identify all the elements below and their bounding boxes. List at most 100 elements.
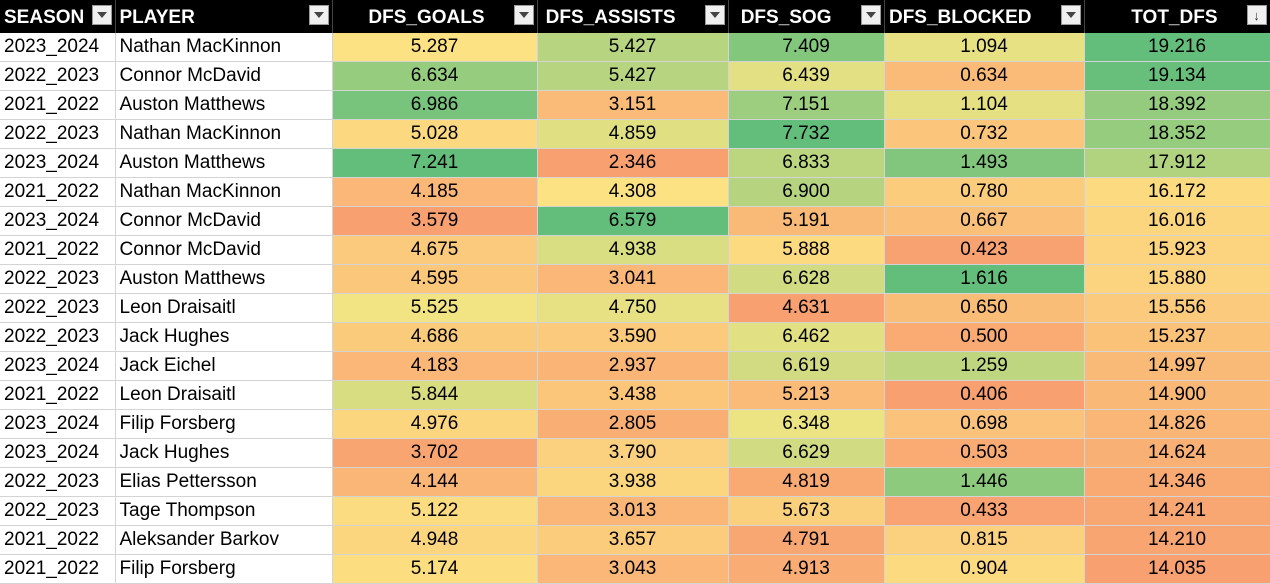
cell-dfs-sog[interactable]: 6.619 bbox=[728, 351, 885, 381]
cell-dfs-assists[interactable]: 3.790 bbox=[537, 438, 729, 468]
cell-dfs-goals[interactable]: 4.686 bbox=[332, 322, 538, 352]
cell-dfs-sog[interactable]: 4.791 bbox=[728, 525, 885, 555]
cell-dfs-goals[interactable]: 5.525 bbox=[332, 293, 538, 323]
cell-dfs-assists[interactable]: 2.805 bbox=[537, 409, 729, 439]
cell-tot-dfs[interactable]: 14.035 bbox=[1084, 554, 1270, 584]
cell-season[interactable]: 2022_2023 bbox=[0, 496, 116, 526]
cell-dfs-sog[interactable]: 5.191 bbox=[728, 206, 885, 236]
cell-season[interactable]: 2022_2023 bbox=[0, 293, 116, 323]
cell-player[interactable]: Filip Forsberg bbox=[115, 409, 333, 439]
cell-player[interactable]: Connor McDavid bbox=[115, 235, 333, 265]
cell-dfs-blocked[interactable]: 0.780 bbox=[884, 177, 1085, 207]
cell-season[interactable]: 2021_2022 bbox=[0, 380, 116, 410]
cell-season[interactable]: 2023_2024 bbox=[0, 148, 116, 178]
cell-dfs-sog[interactable]: 7.409 bbox=[728, 33, 885, 62]
cell-dfs-assists[interactable]: 3.013 bbox=[537, 496, 729, 526]
cell-dfs-goals[interactable]: 4.144 bbox=[332, 467, 538, 497]
cell-player[interactable]: Auston Matthews bbox=[115, 264, 333, 294]
cell-dfs-sog[interactable]: 6.348 bbox=[728, 409, 885, 439]
cell-dfs-assists[interactable]: 6.579 bbox=[537, 206, 729, 236]
cell-dfs-goals[interactable]: 4.595 bbox=[332, 264, 538, 294]
cell-dfs-goals[interactable]: 4.675 bbox=[332, 235, 538, 265]
cell-tot-dfs[interactable]: 14.826 bbox=[1084, 409, 1270, 439]
cell-tot-dfs[interactable]: 15.923 bbox=[1084, 235, 1270, 265]
cell-dfs-blocked[interactable]: 0.650 bbox=[884, 293, 1085, 323]
cell-dfs-goals[interactable]: 4.185 bbox=[332, 177, 538, 207]
cell-season[interactable]: 2022_2023 bbox=[0, 467, 116, 497]
cell-dfs-blocked[interactable]: 0.815 bbox=[884, 525, 1085, 555]
cell-dfs-assists[interactable]: 3.657 bbox=[537, 525, 729, 555]
cell-season[interactable]: 2021_2022 bbox=[0, 90, 116, 120]
cell-tot-dfs[interactable]: 14.346 bbox=[1084, 467, 1270, 497]
cell-season[interactable]: 2023_2024 bbox=[0, 438, 116, 468]
cell-dfs-blocked[interactable]: 1.259 bbox=[884, 351, 1085, 381]
cell-player[interactable]: Auston Matthews bbox=[115, 90, 333, 120]
cell-dfs-assists[interactable]: 4.859 bbox=[537, 119, 729, 149]
cell-dfs-sog[interactable]: 5.888 bbox=[728, 235, 885, 265]
filter-dropdown-button[interactable] bbox=[1060, 5, 1081, 25]
cell-dfs-assists[interactable]: 3.151 bbox=[537, 90, 729, 120]
cell-dfs-goals[interactable]: 3.579 bbox=[332, 206, 538, 236]
cell-dfs-goals[interactable]: 5.844 bbox=[332, 380, 538, 410]
filter-dropdown-button[interactable] bbox=[91, 5, 112, 25]
cell-player[interactable]: Nathan MacKinnon bbox=[115, 33, 333, 62]
cell-tot-dfs[interactable]: 19.216 bbox=[1084, 33, 1270, 62]
cell-dfs-assists[interactable]: 3.590 bbox=[537, 322, 729, 352]
cell-dfs-sog[interactable]: 7.151 bbox=[728, 90, 885, 120]
cell-dfs-blocked[interactable]: 1.094 bbox=[884, 33, 1085, 62]
cell-tot-dfs[interactable]: 15.556 bbox=[1084, 293, 1270, 323]
cell-tot-dfs[interactable]: 14.210 bbox=[1084, 525, 1270, 555]
cell-dfs-assists[interactable]: 5.427 bbox=[537, 61, 729, 91]
cell-dfs-sog[interactable]: 6.462 bbox=[728, 322, 885, 352]
cell-dfs-sog[interactable]: 6.629 bbox=[728, 438, 885, 468]
cell-tot-dfs[interactable]: 16.016 bbox=[1084, 206, 1270, 236]
cell-season[interactable]: 2022_2023 bbox=[0, 119, 116, 149]
cell-dfs-blocked[interactable]: 1.446 bbox=[884, 467, 1085, 497]
cell-tot-dfs[interactable]: 14.997 bbox=[1084, 351, 1270, 381]
cell-season[interactable]: 2021_2022 bbox=[0, 177, 116, 207]
cell-dfs-sog[interactable]: 7.732 bbox=[728, 119, 885, 149]
cell-player[interactable]: Auston Matthews bbox=[115, 148, 333, 178]
cell-dfs-goals[interactable]: 6.986 bbox=[332, 90, 538, 120]
cell-dfs-sog[interactable]: 6.628 bbox=[728, 264, 885, 294]
cell-dfs-blocked[interactable]: 0.406 bbox=[884, 380, 1085, 410]
cell-dfs-blocked[interactable]: 1.493 bbox=[884, 148, 1085, 178]
cell-player[interactable]: Leon Draisaitl bbox=[115, 380, 333, 410]
cell-dfs-assists[interactable]: 3.043 bbox=[537, 554, 729, 584]
cell-dfs-goals[interactable]: 4.976 bbox=[332, 409, 538, 439]
cell-dfs-goals[interactable]: 5.287 bbox=[332, 33, 538, 62]
cell-player[interactable]: Jack Hughes bbox=[115, 322, 333, 352]
cell-tot-dfs[interactable]: 15.880 bbox=[1084, 264, 1270, 294]
cell-tot-dfs[interactable]: 19.134 bbox=[1084, 61, 1270, 91]
cell-dfs-blocked[interactable]: 0.667 bbox=[884, 206, 1085, 236]
cell-dfs-blocked[interactable]: 0.904 bbox=[884, 554, 1085, 584]
cell-season[interactable]: 2021_2022 bbox=[0, 554, 116, 584]
cell-dfs-goals[interactable]: 4.948 bbox=[332, 525, 538, 555]
cell-tot-dfs[interactable]: 18.352 bbox=[1084, 119, 1270, 149]
cell-dfs-blocked[interactable]: 0.500 bbox=[884, 322, 1085, 352]
cell-player[interactable]: Nathan MacKinnon bbox=[115, 177, 333, 207]
cell-dfs-sog[interactable]: 4.819 bbox=[728, 467, 885, 497]
cell-player[interactable]: Filip Forsberg bbox=[115, 554, 333, 584]
cell-dfs-sog[interactable]: 5.213 bbox=[728, 380, 885, 410]
cell-player[interactable]: Connor McDavid bbox=[115, 61, 333, 91]
cell-season[interactable]: 2023_2024 bbox=[0, 206, 116, 236]
cell-dfs-blocked[interactable]: 0.503 bbox=[884, 438, 1085, 468]
cell-dfs-blocked[interactable]: 1.616 bbox=[884, 264, 1085, 294]
cell-season[interactable]: 2021_2022 bbox=[0, 525, 116, 555]
cell-dfs-goals[interactable]: 4.183 bbox=[332, 351, 538, 381]
cell-dfs-goals[interactable]: 7.241 bbox=[332, 148, 538, 178]
cell-dfs-assists[interactable]: 5.427 bbox=[537, 33, 729, 62]
cell-season[interactable]: 2023_2024 bbox=[0, 409, 116, 439]
cell-season[interactable]: 2021_2022 bbox=[0, 235, 116, 265]
cell-dfs-assists[interactable]: 4.308 bbox=[537, 177, 729, 207]
cell-tot-dfs[interactable]: 14.241 bbox=[1084, 496, 1270, 526]
cell-dfs-assists[interactable]: 2.346 bbox=[537, 148, 729, 178]
cell-dfs-goals[interactable]: 5.028 bbox=[332, 119, 538, 149]
cell-dfs-assists[interactable]: 3.938 bbox=[537, 467, 729, 497]
cell-season[interactable]: 2023_2024 bbox=[0, 351, 116, 381]
cell-dfs-goals[interactable]: 3.702 bbox=[332, 438, 538, 468]
cell-dfs-assists[interactable]: 2.937 bbox=[537, 351, 729, 381]
cell-season[interactable]: 2022_2023 bbox=[0, 322, 116, 352]
cell-dfs-blocked[interactable]: 0.698 bbox=[884, 409, 1085, 439]
